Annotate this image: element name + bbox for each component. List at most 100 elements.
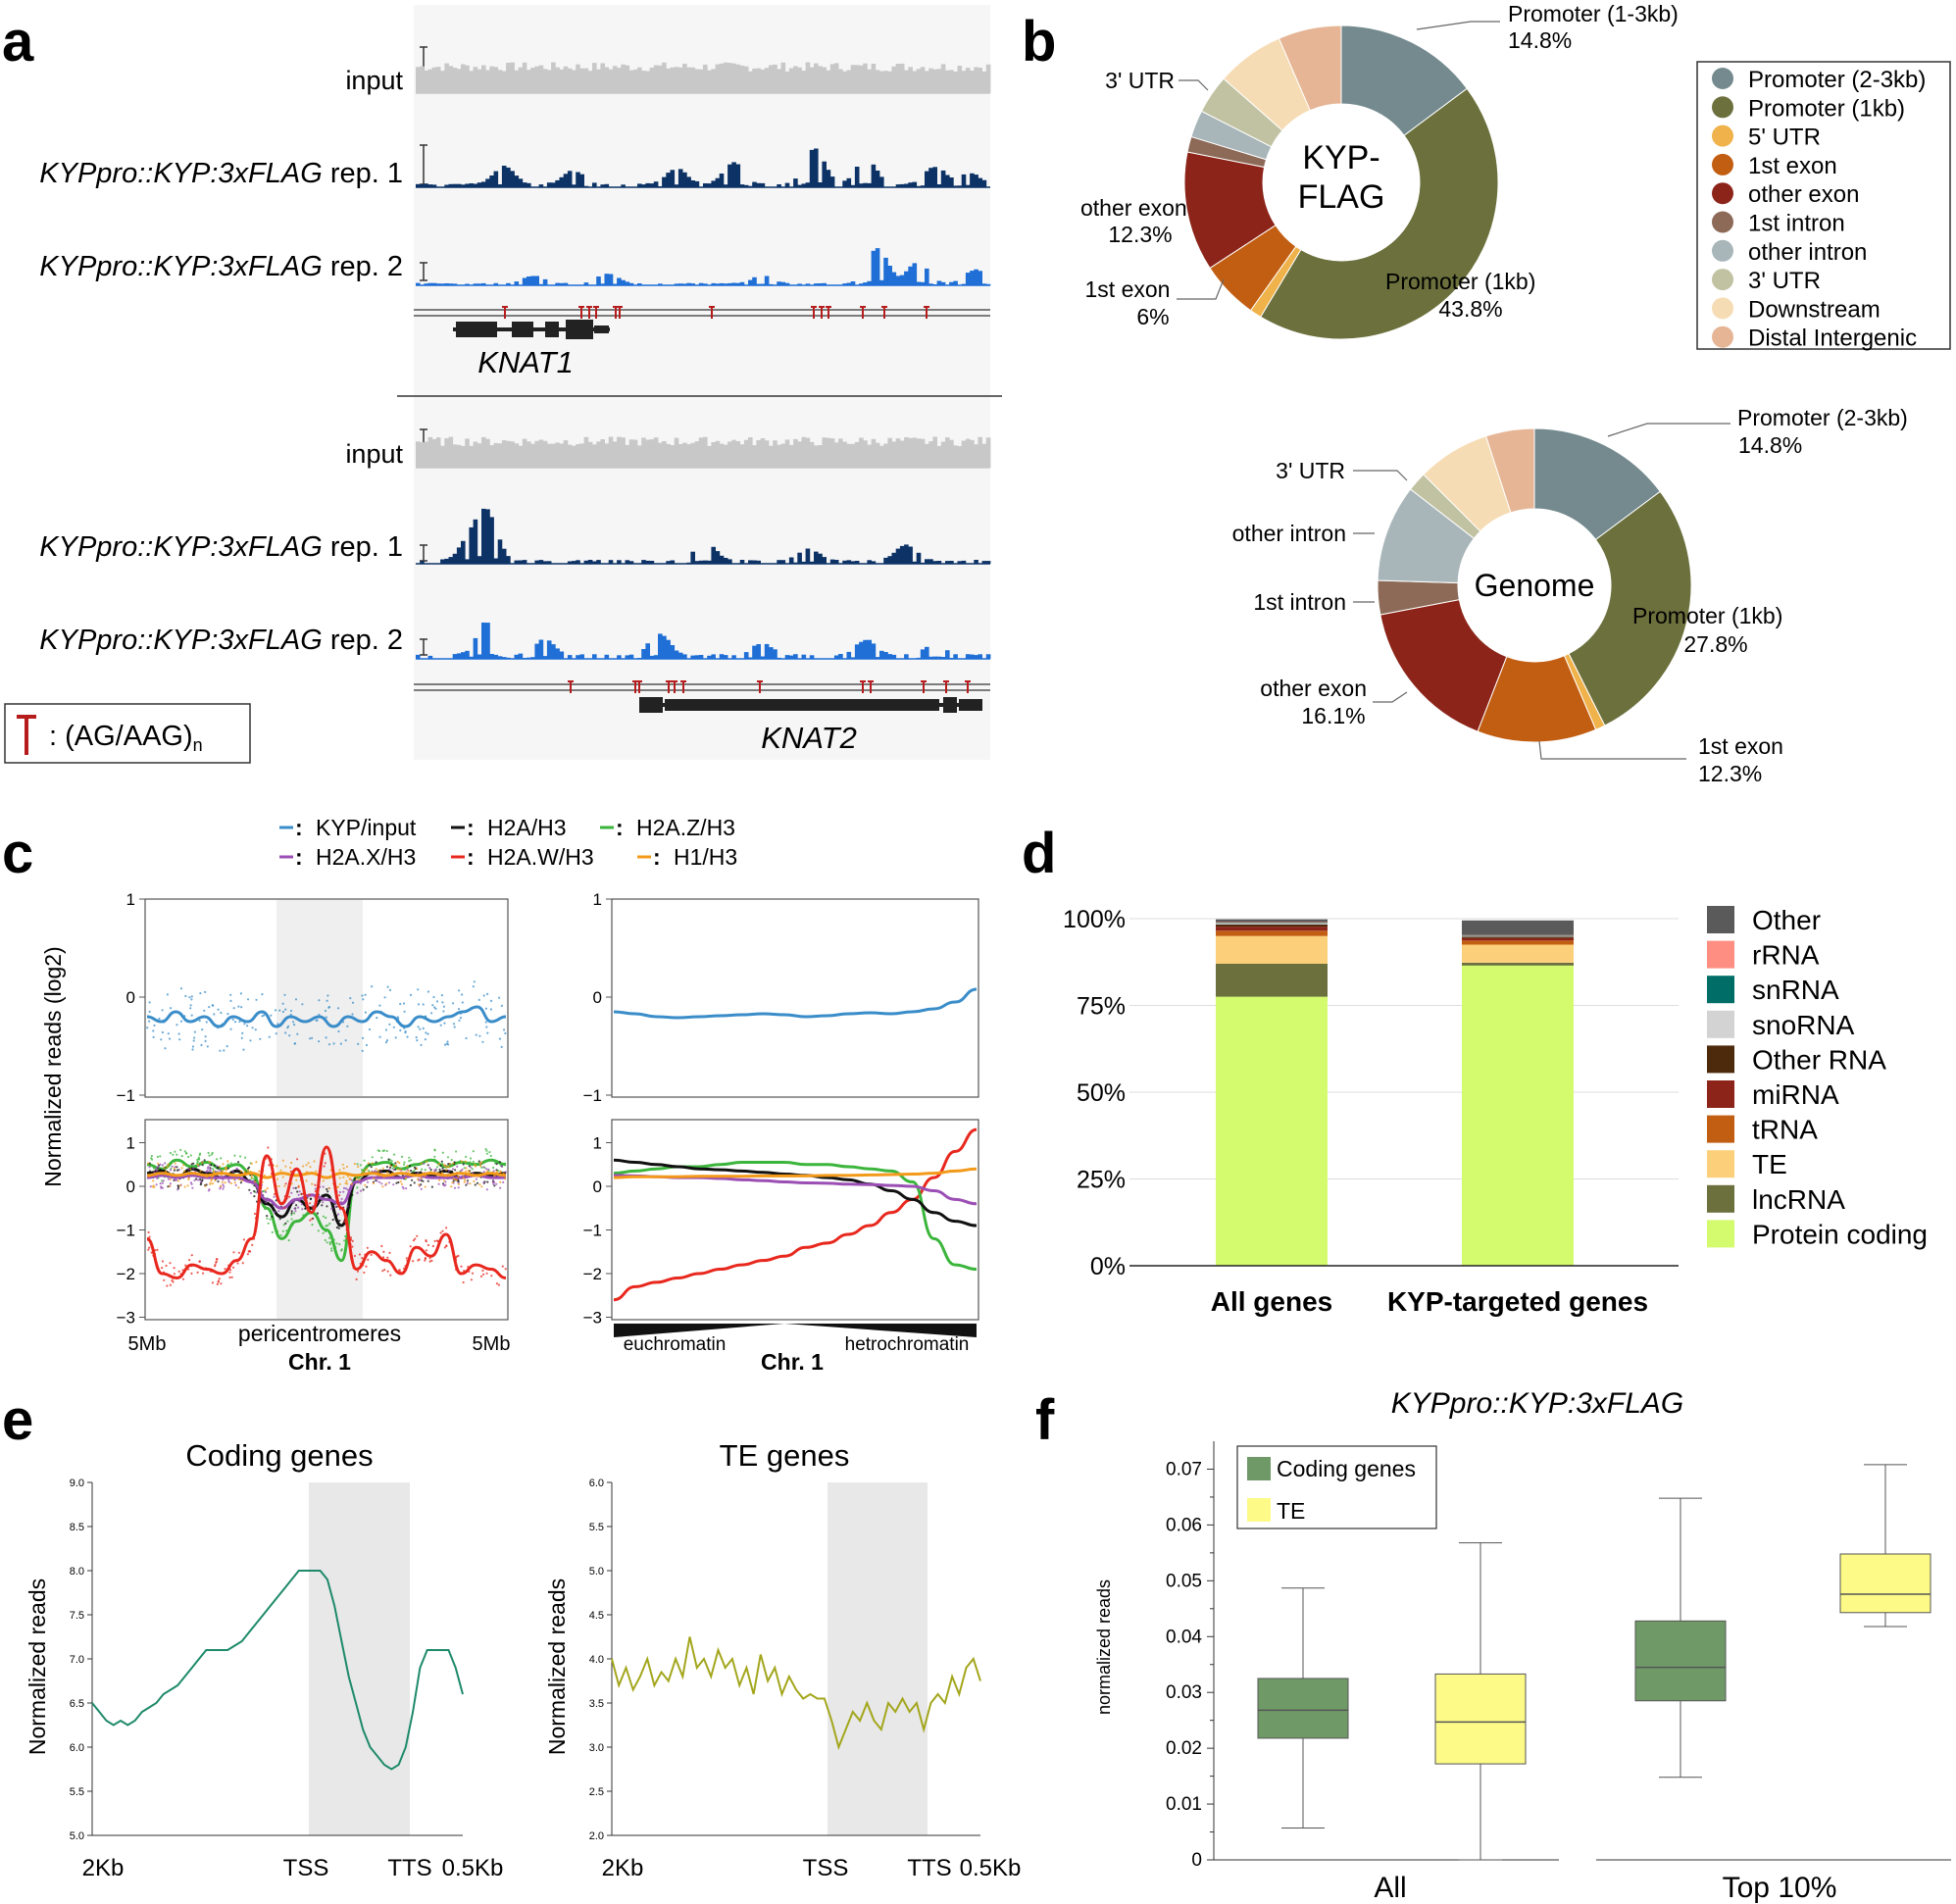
e-te-ylabel: Normalized reads [544, 1578, 570, 1755]
track-input-bottom-bin [682, 442, 687, 468]
track-rep2-top-bin [637, 283, 642, 285]
c-left-bottom-point [457, 1182, 461, 1185]
track-input-bottom-bin [842, 441, 847, 468]
panel-c-ticks: 10−110−1−2−310−110−1−2−3 [117, 890, 612, 1328]
c-left-bottom-point [409, 1183, 412, 1186]
track-rep2-top-bin [846, 282, 852, 285]
track-rep1-top-bin [965, 184, 971, 187]
track-input-bottom-bin [497, 443, 503, 468]
track-label-rep1-top: KYPpro::KYP:3xFLAG rep. 1 [39, 158, 403, 189]
c-left-bottom-point [475, 1177, 478, 1180]
track-input-top-bin [452, 68, 458, 93]
c-left-bottom-point [371, 1156, 374, 1159]
track-input-bottom-bin [431, 439, 437, 468]
track-input-bottom-bin [493, 442, 499, 468]
track-input-top-bin [506, 63, 511, 93]
c-left-bottom-point [385, 1166, 389, 1169]
track-rep1-bottom-bin [448, 557, 454, 564]
callout-promoter-1kb: Promoter (1kb) [1385, 269, 1535, 294]
track-rep2-bottom-bin [953, 654, 958, 659]
track-rep1-top-bin [752, 181, 757, 187]
c-left-bottom-point [343, 1239, 346, 1242]
c-left-bottom-point [198, 1260, 201, 1263]
track-rep2-top-bin [527, 276, 531, 285]
d-xtick-label: All genes [1211, 1286, 1332, 1317]
c-left-bottom-point [208, 1161, 211, 1164]
c-left-top-point [232, 1007, 235, 1010]
c-left-bottom-point [279, 1169, 282, 1172]
track-input-bottom-bin [867, 444, 872, 468]
e-coding-ytick-label: 8.0 [70, 1566, 84, 1578]
track-rep1-top-bin [846, 177, 852, 187]
c-left-bottom-point [359, 1189, 363, 1192]
track-rep1-bottom-bin [703, 560, 708, 564]
pie-legend-swatch [1712, 68, 1733, 89]
track-rep2-bottom-bin [530, 657, 535, 659]
c-left-bottom-point [469, 1157, 473, 1160]
c-left-bottom-point [457, 1186, 460, 1189]
track-input-top-bin [518, 67, 524, 93]
gene-model-knat2: KNAT2 [414, 683, 990, 755]
gene-name-knat2: KNAT2 [761, 721, 857, 755]
c-left-bottom-point [409, 1170, 413, 1173]
c-ytick-label: −1 [117, 1222, 135, 1240]
c-left-top-point [445, 1042, 448, 1045]
c-left-bottom-point [450, 1185, 453, 1188]
track-rep1-top-bin [875, 171, 880, 187]
d-bar-te [1216, 935, 1328, 964]
track-rep2-top-bin [715, 283, 721, 285]
track-input-top-bin [555, 67, 560, 93]
track-input-top-bin [686, 67, 691, 93]
c-left-bottom-point [325, 1225, 327, 1228]
c-left-bottom-point [255, 1191, 258, 1194]
c-left-bottom-point [218, 1169, 221, 1172]
track-rep2-top-bin [777, 281, 781, 285]
f-ytick-label: 0.05 [1166, 1571, 1202, 1591]
c-left-top-point [365, 1043, 369, 1047]
c-left-bottom-point [277, 1184, 280, 1188]
c-left-bottom-point [342, 1176, 345, 1178]
c-left-bottom-point [406, 1165, 409, 1168]
c-left-bottom-point [460, 1265, 463, 1268]
c-left-bottom-point [340, 1197, 343, 1200]
track-input-top-bin [621, 64, 626, 93]
track-input-top-bin [427, 69, 433, 93]
c-left-bottom-point [169, 1184, 172, 1187]
track-input-top-bin [435, 67, 441, 93]
track-input-top-bin [690, 67, 695, 93]
track-rep1-top-bin [476, 182, 482, 187]
track-rep1-bottom-bin [945, 561, 950, 564]
motif-marker [819, 306, 825, 319]
c-left-bottom-point [426, 1164, 429, 1167]
c-left-top-point [189, 1007, 192, 1010]
c-left-top-point [399, 1028, 402, 1032]
c-left-bottom-point [199, 1152, 202, 1155]
c-left-top-point [364, 1011, 367, 1014]
track-input-top-bin [743, 66, 749, 93]
c-left-bottom-point [242, 1238, 245, 1241]
track-rep2-top-bin [908, 266, 913, 285]
motif-marker [943, 680, 949, 693]
c-left-top-point [160, 1038, 163, 1041]
c-left-bottom-point [395, 1164, 398, 1167]
f-title: KYPpro::KYP:3xFLAG [1391, 1387, 1683, 1420]
c-left-bottom-point [441, 1151, 444, 1154]
c-left-bottom-point [405, 1187, 408, 1190]
c-left-bottom-point [441, 1229, 444, 1232]
motif-marker [881, 306, 887, 319]
track-input-bottom-bin [534, 440, 539, 468]
c-left-bottom-point [452, 1162, 455, 1165]
c-left-bottom-point [195, 1177, 198, 1180]
track-rep1-bottom-bin [949, 561, 954, 564]
c-left-bottom-point [225, 1167, 227, 1170]
c-left-bottom-point [186, 1184, 189, 1187]
c-left-top-point [176, 1024, 178, 1027]
f-ytick-label: 0.03 [1166, 1682, 1202, 1703]
c-left-bottom-point [375, 1161, 377, 1164]
c-left-bottom-point [392, 1169, 395, 1172]
track-rep1-bottom-bin [546, 561, 552, 564]
track-input-bottom-bin [645, 439, 650, 468]
track-rep2-top-bin [887, 266, 892, 285]
c-left-bottom-point [405, 1257, 408, 1260]
track-rep1-top-bin [908, 182, 913, 187]
